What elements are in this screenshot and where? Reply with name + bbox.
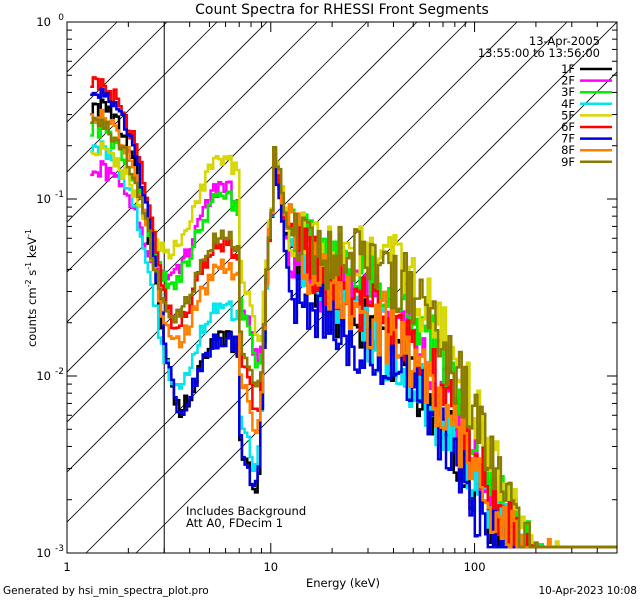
y-label-exp-1: -2 [24, 279, 33, 287]
y-tick-exponent: 0 [58, 13, 64, 23]
y-tick-exponent: -1 [55, 190, 64, 200]
y-label-exp-3: -1 [24, 229, 33, 237]
hatch-line [67, 22, 418, 373]
legend-label-9F: 9F [561, 155, 575, 169]
footer-generated-by: Generated by hsi_min_spectra_plot.pro [3, 585, 209, 597]
hatched-region [67, 22, 617, 553]
y-tick-label: 10 -1 [36, 190, 64, 206]
series-9F [90, 116, 617, 549]
series-1F [90, 98, 617, 549]
y-tick-exponent: -3 [55, 544, 64, 554]
series-8F [90, 108, 617, 549]
y-label-text-2: s [25, 270, 39, 280]
y-label-exp-2: -1 [24, 262, 33, 270]
hatch-line [67, 22, 368, 323]
y-label-text-3: keV [25, 237, 39, 262]
hatch-line [67, 22, 518, 473]
chart-title: Count Spectra for RHESSI Front Segments [195, 2, 489, 18]
footer-timestamp: 10-Apr-2023 10:08 [538, 585, 637, 597]
legend-time-range: 13:55:00 to 13:56:00 [478, 46, 600, 60]
series-7F [90, 87, 617, 549]
legend-label-7F: 7F [561, 132, 575, 146]
y-tick-label: 10 0 [36, 13, 64, 29]
legend-label-1F: 1F [561, 62, 575, 76]
x-tick-label: 10 [263, 560, 278, 574]
plot-frame [66, 21, 618, 554]
series-4F [90, 140, 617, 549]
hatch-line [67, 22, 168, 123]
y-label-text-1: counts cm [25, 287, 39, 347]
annotation-attenuator: Att A0, FDecim 1 [186, 516, 283, 530]
hatch-line [67, 22, 268, 223]
legend-label-8F: 8F [561, 143, 575, 157]
legend-label-4F: 4F [561, 97, 575, 111]
y-tick-label: 10 -3 [36, 544, 64, 560]
hatch-line [67, 22, 218, 173]
legend-label-3F: 3F [561, 85, 575, 99]
series-lines [90, 76, 617, 549]
legend-label-2F: 2F [561, 74, 575, 88]
x-tick-label: 1 [63, 560, 70, 574]
legend-label-6F: 6F [561, 120, 575, 134]
legend-label-5F: 5F [561, 108, 575, 122]
hatch-line [67, 22, 568, 523]
y-tick-exponent: -2 [55, 367, 64, 377]
annotation-background: Includes Background [186, 504, 306, 518]
series-5F [90, 141, 617, 549]
x-tick-label: 100 [464, 560, 486, 574]
x-axis-label: Energy (keV) [306, 576, 380, 590]
hatch-line [67, 22, 318, 273]
legend-date: 13-Apr-2005 [529, 34, 600, 48]
y-axis-label: counts cm-2 s-1 keV-1 [24, 229, 39, 347]
y-tick-label: 10 -2 [36, 367, 64, 383]
